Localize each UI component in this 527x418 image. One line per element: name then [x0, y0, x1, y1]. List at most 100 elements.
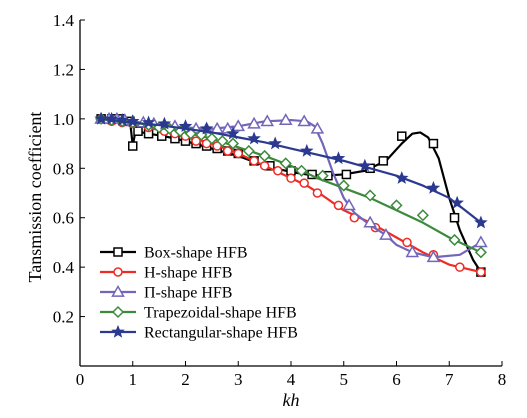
data-point [258, 149, 271, 162]
data-point [312, 188, 323, 198]
legend-marker [111, 284, 125, 297]
data-point [297, 114, 311, 127]
data-point [115, 112, 129, 126]
data-point [259, 161, 270, 171]
y-tick-label: 0.6 [53, 209, 74, 228]
data-point [247, 116, 261, 129]
data-point [199, 121, 214, 135]
legend-label: Box-shape HFB [144, 245, 248, 262]
data-point [448, 233, 461, 247]
data-point [226, 137, 240, 150]
legend-label: Trapezoidal-shape HFB [144, 305, 297, 322]
y-axis-label: Tansmission coefficient [25, 112, 45, 283]
legend: Box-shape HFB H-shape HFB Π-shape HFB Trape… [100, 245, 298, 342]
data-point [226, 126, 240, 140]
data-point [104, 111, 119, 125]
data-point [310, 121, 325, 134]
series-line [101, 117, 482, 273]
data-point [133, 126, 143, 136]
data-point [474, 235, 488, 248]
data-point [379, 228, 393, 240]
data-point [428, 138, 439, 149]
data-point [300, 143, 314, 157]
data-point [273, 166, 283, 176]
data-point [191, 136, 201, 146]
data-point [331, 151, 346, 165]
data-point [337, 179, 350, 192]
legend-label: H-shape HFB [144, 265, 232, 282]
data-point [268, 136, 282, 150]
legend-marker [111, 324, 125, 338]
data-point [178, 119, 193, 133]
y-tick-label: 0.2 [53, 308, 74, 327]
data-point [397, 131, 407, 141]
data-point [295, 164, 308, 177]
data-point [279, 157, 292, 170]
data-point [233, 148, 243, 159]
legend-marker [113, 267, 123, 277]
data-point [341, 169, 352, 180]
data-point [286, 173, 296, 183]
legend-marker [111, 305, 125, 319]
y-tick-label: 0.4 [53, 258, 75, 277]
x-tick-label: 2 [181, 370, 190, 389]
x-tick-label: 8 [498, 370, 507, 389]
data-point [247, 131, 261, 145]
series-layer [94, 111, 488, 277]
data-point [216, 135, 229, 148]
x-axis-label: kh [283, 390, 300, 410]
data-point [260, 114, 275, 127]
legend-label: Rectangular-shape HFB [144, 325, 298, 342]
x-tick-label: 5 [340, 370, 349, 389]
data-point [333, 200, 344, 211]
data-point [364, 189, 377, 202]
data-point [220, 121, 235, 134]
data-point [390, 199, 403, 212]
x-tick-label: 4 [287, 370, 296, 389]
data-point [222, 146, 233, 156]
x-tick-label: 6 [392, 370, 401, 389]
y-tick-label: 1.2 [53, 60, 74, 79]
data-point [141, 115, 156, 129]
data-point [278, 113, 293, 125]
data-point [128, 141, 138, 151]
data-point [378, 156, 389, 166]
data-point [205, 132, 218, 145]
data-point [249, 156, 259, 166]
legend-item: H-shape HFB [100, 265, 232, 282]
x-tick-label: 7 [445, 370, 454, 389]
data-point [299, 178, 309, 188]
data-point [455, 262, 465, 272]
data-point [184, 127, 197, 140]
data-point [358, 158, 372, 172]
y-tick-label: 1.4 [53, 11, 75, 30]
data-point [231, 119, 246, 132]
data-point [474, 215, 488, 229]
x-tick-label: 3 [234, 370, 243, 389]
data-point [416, 209, 429, 222]
data-point [395, 171, 409, 184]
data-point [426, 180, 441, 194]
y-tick-label: 0.8 [53, 159, 74, 178]
data-point [316, 169, 329, 182]
x-tick-label: 0 [76, 370, 85, 389]
legend-item: Rectangular-shape HFB [100, 325, 298, 342]
data-point [242, 144, 255, 158]
legend-label: Π-shape HFB [144, 285, 232, 302]
legend-marker [113, 247, 123, 257]
data-point [405, 245, 420, 258]
data-point [450, 195, 464, 209]
data-point [402, 237, 412, 248]
data-point [201, 138, 212, 149]
data-point [157, 116, 172, 130]
legend-item: Box-shape HFB [100, 245, 248, 262]
ticks: 0 1 2 3 4 5 6 7 8 0.2 0.4 0.6 0.8 1.0 1.2 1.4 [53, 11, 507, 389]
legend-item: Π-shape HFB [100, 285, 232, 302]
x-tick-label: 1 [129, 370, 138, 389]
data-point [212, 141, 222, 151]
series-4 [94, 111, 488, 229]
legend-item: Trapezoidal-shape HFB [100, 305, 297, 322]
data-point [342, 198, 356, 211]
y-tick-label: 1.0 [53, 110, 74, 129]
